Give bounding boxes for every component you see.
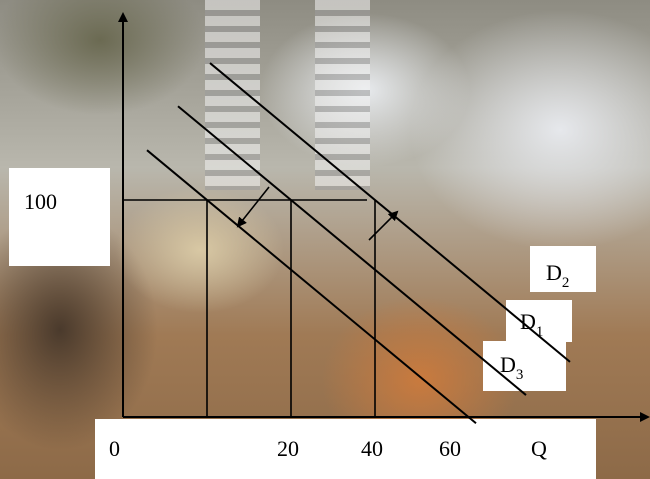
- series-label-d3: D3: [500, 352, 523, 383]
- background-blinds-left: [205, 0, 260, 190]
- legend-box-d3: [483, 341, 566, 391]
- demand-curve-d1: [177, 105, 527, 396]
- x-axis-label: Q: [531, 436, 547, 461]
- demand-curve-d2: [209, 62, 571, 363]
- shift-arrow-left: [236, 186, 270, 228]
- series-label-d1: D1: [520, 309, 543, 340]
- x-tick-label-60: 60: [439, 436, 461, 461]
- y-tick-box: [9, 168, 110, 266]
- x-tick-label-40: 40: [361, 436, 383, 461]
- x-tick-box: [95, 419, 596, 479]
- series-label-d2: D2: [546, 260, 569, 291]
- legend-box-d2: [530, 246, 596, 292]
- x-tick-label-20: 20: [277, 436, 299, 461]
- shift-arrow-right: [368, 210, 399, 241]
- x-tick-label-0: 0: [109, 436, 120, 461]
- y-tick-label-100: 100: [24, 189, 57, 214]
- demand-curve-d3: [146, 149, 477, 425]
